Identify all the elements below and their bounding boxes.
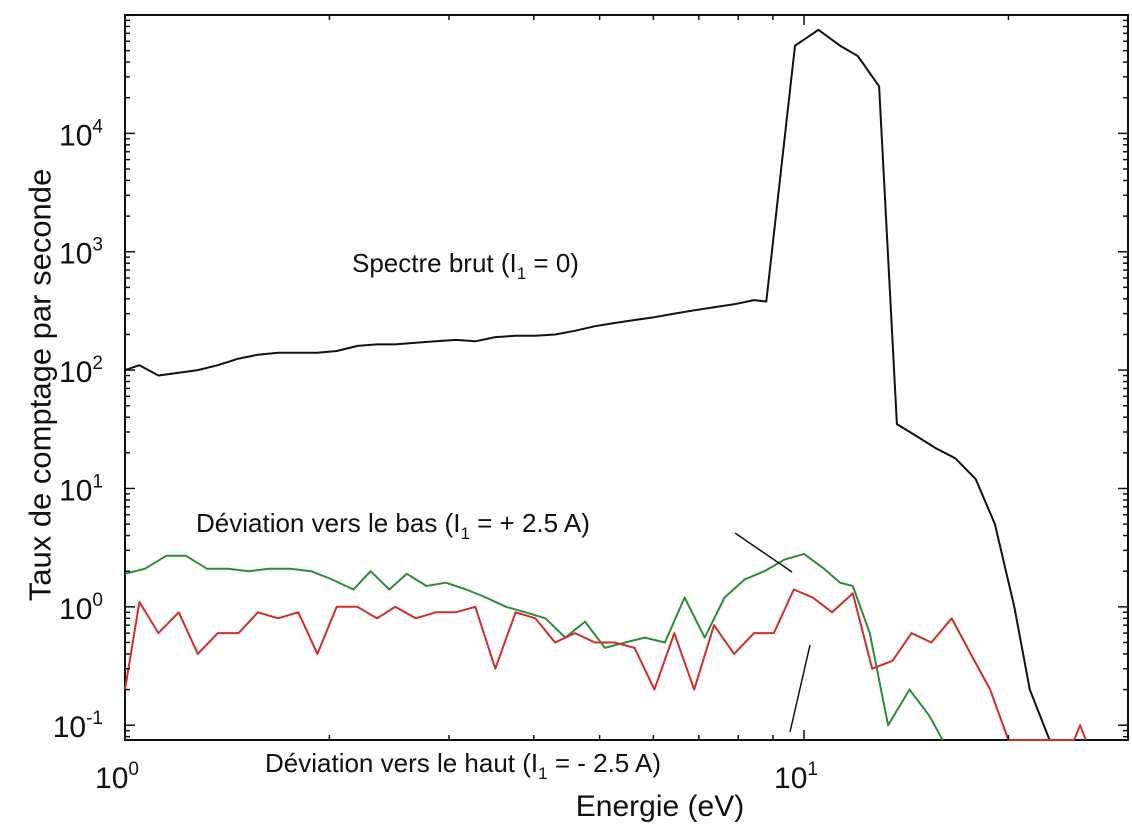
deviation-up-line xyxy=(124,588,1087,741)
deviation-down-leader xyxy=(734,532,793,573)
y-tick-label: 104 xyxy=(59,116,103,152)
y-tick-label: 101 xyxy=(59,471,103,507)
y-tick-label: 10-1 xyxy=(53,708,103,744)
deviation-up-label: Déviation vers le haut (I1 = - 2.5 A) xyxy=(265,748,661,783)
series-layer xyxy=(124,28,1087,741)
y-tick-label: 103 xyxy=(59,235,103,271)
x-axis-label: Energie (eV) xyxy=(576,790,744,823)
annotation-layer: Spectre brut (I1 = 0) Déviation vers le b… xyxy=(196,248,811,783)
y-axis-label: Taux de comptage par seconde xyxy=(23,169,58,602)
raw-spectrum-line xyxy=(124,28,1051,741)
tick-layer: 10-1 100 101 102 103 104 100 101 xyxy=(53,14,1129,795)
deviation-down-label: Déviation vers le bas (I1 = + 2.5 A) xyxy=(196,508,590,543)
deviation-down-line xyxy=(124,552,944,741)
raw-spectrum-label: Spectre brut (I1 = 0) xyxy=(352,248,579,283)
x-tick-label: 101 xyxy=(774,759,818,795)
y-tick-label: 102 xyxy=(59,353,103,389)
deviation-up-leader xyxy=(789,644,811,733)
plot-frame xyxy=(124,14,1129,741)
x-tick-label: 100 xyxy=(95,759,139,795)
y-tick-label: 100 xyxy=(59,590,103,626)
